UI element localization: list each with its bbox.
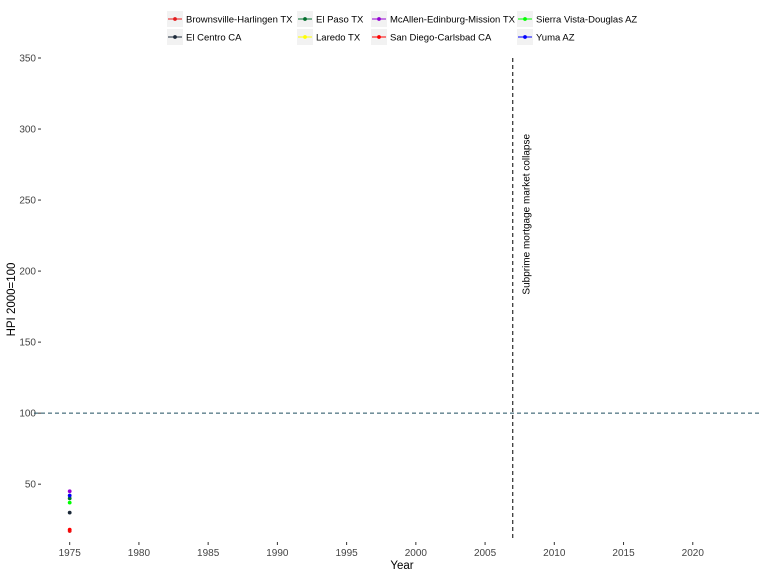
x-tick-label: 2000: [405, 548, 428, 559]
legend-key-point: [523, 17, 527, 21]
y-tick-label: 350: [19, 54, 36, 65]
legend-label: El Centro CA: [186, 33, 242, 44]
y-tick-label: 50: [25, 480, 37, 491]
legend-key-point: [303, 17, 307, 21]
legend: Brownsville-Harlingen TX El Centro CA El P…: [167, 11, 637, 45]
legend-label: McAllen-Edinburg-Mission TX: [390, 15, 516, 26]
data-point: [67, 493, 72, 498]
legend-label: El Paso TX: [316, 15, 364, 26]
x-axis-title: Year: [390, 560, 413, 572]
x-tick-label: 2005: [474, 548, 497, 559]
annotations: Subprime mortgage market collapse: [522, 134, 533, 295]
x-tick-label: 1990: [266, 548, 289, 559]
legend-key-point: [377, 35, 381, 39]
legend-item: Sierra Vista-Douglas AZ: [517, 11, 637, 27]
annotation-label: Subprime mortgage market collapse: [522, 134, 533, 295]
legend-label: Brownsville-Harlingen TX: [186, 15, 293, 26]
legend-label: Yuma AZ: [536, 33, 575, 44]
data-point: [67, 489, 72, 494]
y-tick-label: 250: [19, 196, 36, 207]
y-axis-title: HPI 2000=100: [6, 263, 18, 337]
x-tick-label: 1975: [59, 548, 82, 559]
legend-label: Laredo TX: [316, 33, 361, 44]
x-tick-label: 2015: [612, 548, 635, 559]
legend-key-point: [303, 35, 307, 39]
y-tick-label: 300: [19, 125, 36, 136]
data-point: [67, 496, 72, 501]
x-tick-label: 1985: [197, 548, 220, 559]
reference-lines: [34, 58, 762, 541]
data-point: [67, 500, 72, 505]
x-tick-label: 1995: [335, 548, 358, 559]
data-series: [67, 489, 72, 533]
data-point: [67, 527, 72, 532]
legend-key-point: [173, 35, 177, 39]
legend-item: McAllen-Edinburg-Mission TX: [371, 11, 516, 27]
y-axis: 50 100 150 200 250 300 350: [19, 54, 41, 491]
y-tick-label: 150: [19, 338, 36, 349]
legend-item: San Diego-Carlsbad CA: [371, 29, 492, 45]
legend-item: El Centro CA: [167, 29, 242, 45]
legend-label: Sierra Vista-Douglas AZ: [536, 15, 637, 26]
legend-label: San Diego-Carlsbad CA: [390, 33, 492, 44]
y-tick-label: 100: [19, 409, 36, 420]
legend-key-point: [377, 17, 381, 21]
legend-item: Laredo TX: [297, 29, 361, 45]
legend-item: El Paso TX: [297, 11, 364, 27]
x-axis: 1975 1980 1985 1990 1995 2000 2005 2010 2015 2020: [59, 542, 705, 559]
x-tick-label: 2010: [543, 548, 566, 559]
x-tick-label: 1980: [128, 548, 151, 559]
legend-key-point: [173, 17, 177, 21]
legend-item: Yuma AZ: [517, 29, 575, 45]
y-tick-label: 200: [19, 267, 36, 278]
legend-key-point: [523, 35, 527, 39]
legend-item: Brownsville-Harlingen TX: [167, 11, 293, 27]
data-point: [67, 510, 72, 515]
x-tick-label: 2020: [682, 548, 705, 559]
